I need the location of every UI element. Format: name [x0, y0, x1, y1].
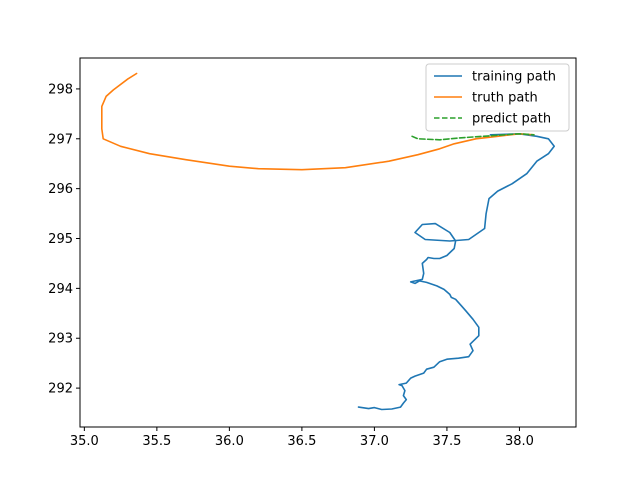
x-tick-label: 36.0 — [215, 434, 244, 449]
y-tick-label: 293 — [48, 332, 73, 347]
y-tick-label: 292 — [48, 382, 73, 397]
series-line-1 — [101, 72, 535, 171]
x-tick-label: 35.5 — [142, 434, 171, 449]
axes-frame — [79, 57, 577, 428]
y-tick-label: 298 — [48, 82, 73, 97]
series-line-0 — [357, 133, 555, 411]
y-axis: 292 293 294 295 296 297 298 — [48, 82, 80, 397]
x-tick-label: 38.0 — [505, 434, 534, 449]
legend-label-0: training path — [472, 70, 556, 85]
legend: training path truth path predict path — [425, 63, 570, 132]
x-tick-label: 37.5 — [432, 434, 461, 449]
x-axis: 35.0 35.5 36.0 36.5 37.0 37.5 38.0 — [70, 427, 534, 449]
legend-box — [425, 63, 570, 132]
plot-lines — [101, 72, 555, 411]
x-tick-label: 35.0 — [70, 434, 99, 449]
legend-label-1: truth path — [472, 91, 538, 106]
y-tick-label: 295 — [48, 232, 73, 247]
x-tick-label: 36.5 — [287, 434, 316, 449]
y-tick-label: 294 — [48, 282, 73, 297]
y-tick-label: 296 — [48, 182, 73, 197]
x-tick-label: 37.0 — [360, 434, 389, 449]
legend-label-2: predict path — [472, 112, 551, 127]
y-tick-label: 297 — [48, 132, 73, 147]
series-line-2 — [411, 133, 535, 141]
